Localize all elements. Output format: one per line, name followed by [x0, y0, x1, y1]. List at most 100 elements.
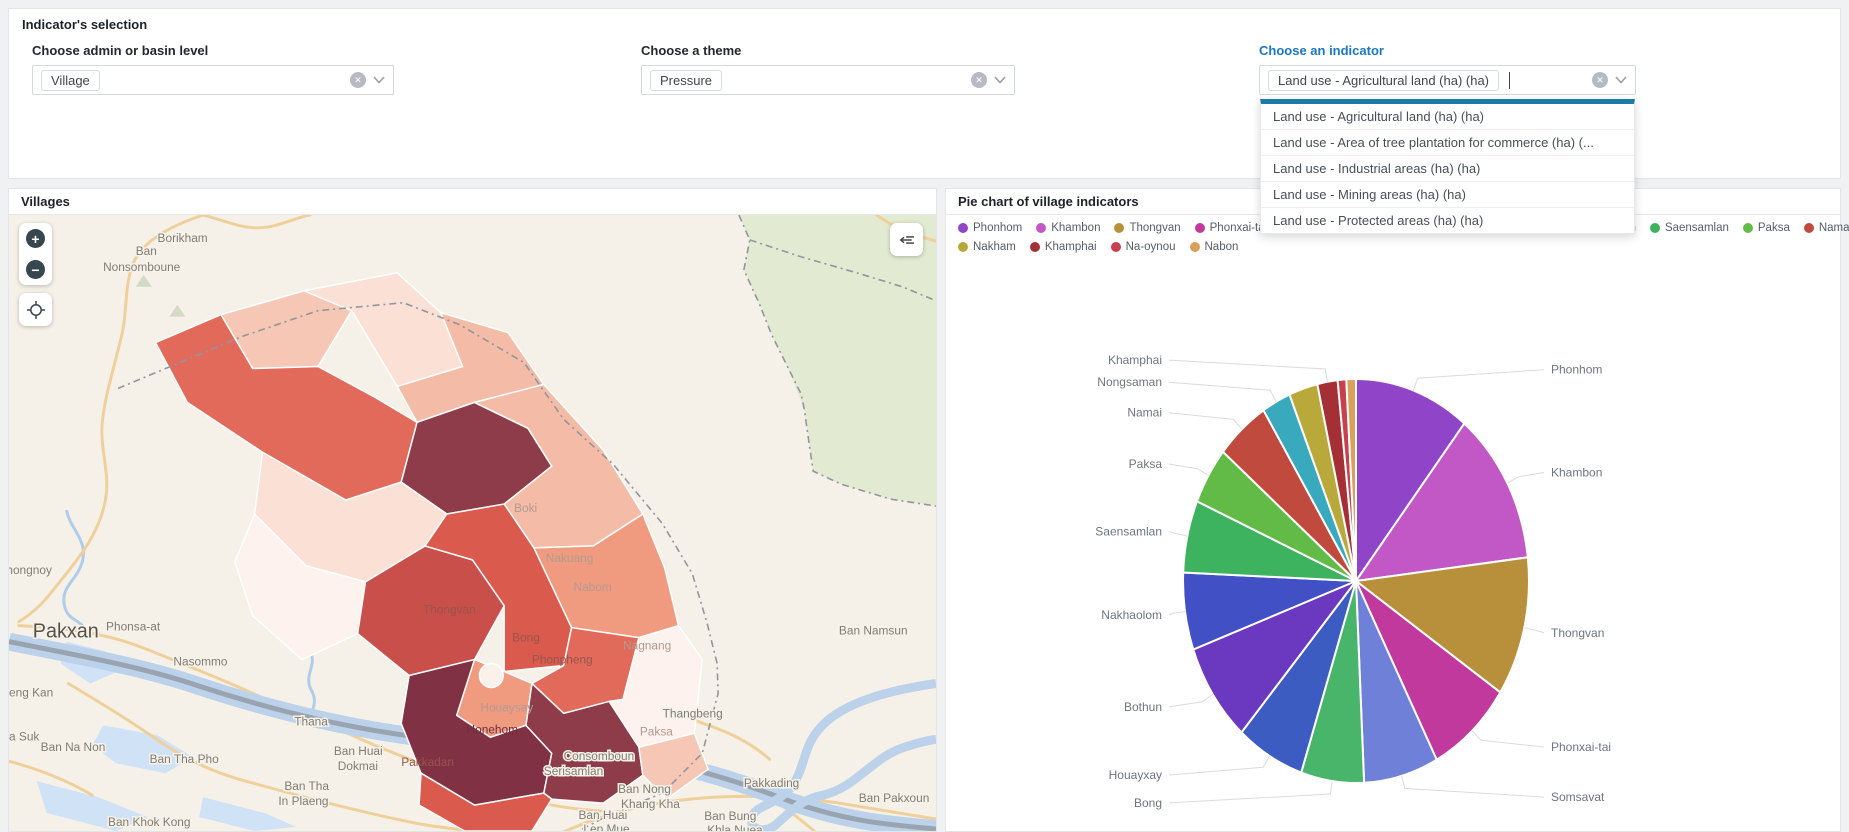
- theme-select[interactable]: Pressure ✕: [641, 65, 1015, 95]
- pie-slice-label: Saensamlan: [1095, 524, 1162, 538]
- legend-item[interactable]: Khambon: [1036, 222, 1100, 234]
- pie-slice-label: Khamphai: [1108, 353, 1162, 367]
- admin-level-select[interactable]: Village ✕: [32, 65, 394, 95]
- map-label: Ban Huai: [334, 744, 383, 758]
- pie-label-leader: [1169, 360, 1327, 382]
- map-canvas[interactable]: BorikhamBanNonsombouneThongnoyPakxanPhon…: [9, 215, 936, 831]
- legend-label: Nakham: [973, 241, 1016, 253]
- map-label: Ban Bung: [704, 809, 756, 823]
- map-label: Ban Nong: [618, 782, 671, 796]
- legend-label: Na-oynou: [1126, 241, 1176, 253]
- legend-label: Namai: [1819, 222, 1849, 234]
- map-label: Ban: [136, 244, 157, 258]
- legend-item[interactable]: Saensamlan: [1650, 222, 1729, 234]
- map-zoom-control: + −: [19, 223, 52, 285]
- theme-value-tag: Pressure: [650, 70, 722, 91]
- collapse-left-icon: [897, 230, 917, 250]
- pie-label-leader: [1169, 756, 1270, 775]
- legend-item[interactable]: Khamphai: [1030, 241, 1097, 253]
- indicator-selection-card: Indicator's selection Choose admin or ba…: [8, 8, 1841, 179]
- pie-slice-label: Thongvan: [1551, 626, 1604, 640]
- pie-label-leader: [1169, 382, 1276, 402]
- admin-level-value-tag: Village: [41, 70, 100, 91]
- map-label: Ban Namsun: [839, 624, 908, 638]
- choropleth-map[interactable]: BorikhamBanNonsombouneThongnoyPakxanPhon…: [9, 215, 936, 831]
- legend-label: Khambon: [1051, 222, 1100, 234]
- map-label: Lep Mue: [583, 822, 630, 831]
- theme-group: Choose a theme Pressure ✕: [641, 43, 1015, 95]
- legend-item[interactable]: Na-oynou: [1111, 241, 1176, 253]
- map-label: Consomboun: [564, 749, 635, 763]
- pie-slice-label: Phonhom: [1551, 363, 1602, 377]
- zoom-in-button[interactable]: +: [26, 229, 45, 248]
- card-title: Indicator's selection: [9, 9, 1840, 32]
- map-label: Nakuang: [546, 551, 594, 565]
- pie-label-leader: [1413, 370, 1544, 391]
- indicator-select[interactable]: Land use - Agricultural land (ha) (ha) ✕…: [1259, 65, 1636, 95]
- legend-item[interactable]: Paksa: [1743, 222, 1790, 234]
- map-label: Pakkadan: [401, 755, 454, 769]
- pie-slices[interactable]: [1183, 379, 1529, 783]
- map-label: Ban Huai: [578, 808, 627, 822]
- map-label: Ban Tha Pho: [150, 752, 219, 766]
- legend-item[interactable]: Phonhom: [958, 222, 1022, 234]
- legend-item[interactable]: Nakham: [958, 241, 1016, 253]
- chevron-down-icon[interactable]: [994, 76, 1006, 84]
- pie-slice-label: Nongsaman: [1097, 375, 1162, 389]
- indicator-option[interactable]: Land use - Agricultural land (ha) (ha): [1261, 104, 1634, 130]
- legend-dot-icon: [1114, 223, 1124, 233]
- legend-item[interactable]: Thongvan: [1114, 222, 1180, 234]
- chevron-down-icon[interactable]: [1615, 76, 1627, 84]
- pie-label-leader: [1169, 531, 1187, 536]
- pie-slice-label: Khambon: [1551, 466, 1602, 480]
- legend-item[interactable]: Namai: [1804, 222, 1849, 234]
- clear-icon[interactable]: ✕: [971, 72, 987, 88]
- map-label: Nasommo: [173, 655, 227, 669]
- pie-label-leader: [1169, 464, 1209, 476]
- collapse-legend-button[interactable]: [890, 223, 923, 256]
- pie-label-leader: [1402, 776, 1545, 797]
- map-label: Boki: [514, 501, 537, 515]
- map-label: Phonpheng: [532, 653, 593, 667]
- legend-dot-icon: [1195, 223, 1205, 233]
- pie-label-leader: [1524, 628, 1544, 633]
- map-label: Phonsa-at: [106, 620, 161, 634]
- legend-item[interactable]: Nabon: [1190, 241, 1239, 253]
- indicator-dropdown-menu: Land use - Agricultural land (ha) (ha)La…: [1260, 99, 1635, 234]
- pie-chart[interactable]: Phonhom Khambon Thongvan Phonxai-tai Somsava…: [946, 261, 1840, 821]
- indicator-option[interactable]: Land use - Area of tree plantation for c…: [1261, 130, 1634, 156]
- map-label: Serisamlan: [544, 764, 603, 778]
- clear-icon[interactable]: ✕: [350, 72, 366, 88]
- indicator-label[interactable]: Choose an indicator: [1259, 43, 1636, 58]
- crosshair-icon: [26, 300, 46, 320]
- legend-dot-icon: [958, 242, 968, 252]
- map-label: eng Kan: [9, 685, 53, 699]
- map-label: a Suk: [9, 729, 39, 743]
- pie-slice-label: Phonxai-tai: [1551, 740, 1611, 754]
- admin-level-label: Choose admin or basin level: [32, 43, 394, 58]
- map-label: Khla Nuea: [707, 823, 763, 831]
- legend-dot-icon: [1743, 223, 1753, 233]
- legend-dot-icon: [1190, 242, 1200, 252]
- map-label: Bong: [512, 631, 540, 645]
- map-label: Ban Pakxoun: [859, 791, 930, 805]
- map-label: Paksa: [640, 724, 673, 738]
- pie-slice-label: Houayxay: [1109, 768, 1162, 782]
- map-label: Pakkading: [744, 776, 799, 790]
- pie-label-leader: [1169, 781, 1332, 803]
- locate-button[interactable]: [19, 293, 52, 326]
- pie-label-leader: [1472, 731, 1544, 747]
- indicator-option[interactable]: Land use - Mining areas (ha) (ha): [1261, 182, 1634, 208]
- pie-slice-label: Bong: [1134, 796, 1162, 810]
- pie-slice-label: Somsavat: [1551, 790, 1605, 804]
- pie-slice-label: Bothun: [1124, 700, 1162, 714]
- legend-item[interactable]: Phonxai-tai: [1195, 222, 1268, 234]
- text-cursor: [1509, 72, 1510, 89]
- clear-icon[interactable]: ✕: [1592, 72, 1608, 88]
- chevron-down-icon[interactable]: [373, 76, 385, 84]
- map-label: Ban Na Non: [41, 740, 106, 754]
- zoom-out-button[interactable]: −: [26, 260, 45, 279]
- legend-dot-icon: [1804, 223, 1814, 233]
- indicator-option[interactable]: Land use - Industrial areas (ha) (ha): [1261, 156, 1634, 182]
- indicator-option[interactable]: Land use - Protected areas (ha) (ha): [1261, 208, 1634, 233]
